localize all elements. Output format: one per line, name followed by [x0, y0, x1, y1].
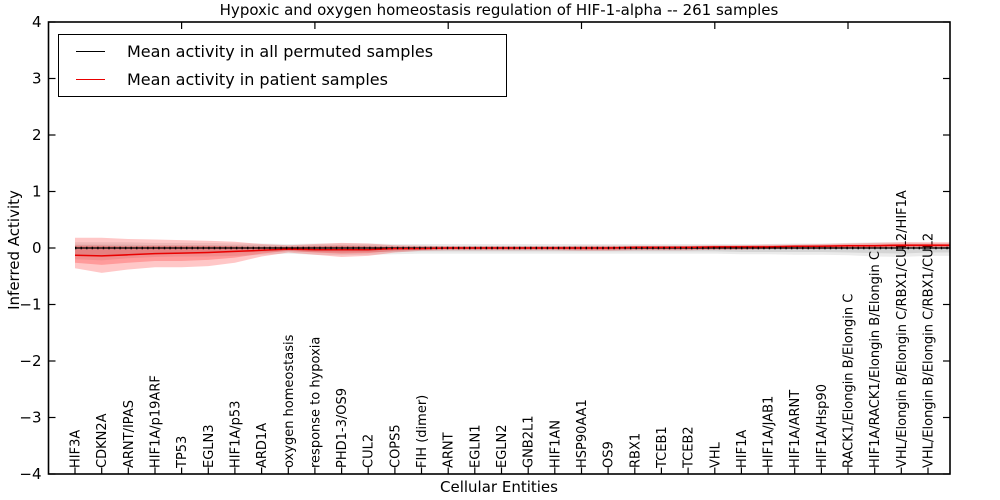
x-tick-label: TP53 [175, 436, 190, 469]
y-tick-label: −2 [19, 352, 41, 370]
x-tick-label: TCEB2 [682, 426, 697, 469]
x-tick-label: GNB2L1 [522, 415, 537, 468]
legend-label-permuted: Mean activity in all permuted samples [127, 42, 434, 62]
x-tick-label: OS9 [602, 441, 617, 468]
x-tick-label: CUL2 [362, 434, 377, 468]
x-tick-label: HIF1A/ARNT [788, 390, 803, 468]
x-tick-label: COPS5 [388, 424, 403, 468]
y-tick-label: 3 [32, 70, 42, 88]
legend-line-permuted-icon [76, 51, 105, 53]
x-tick-label: EGLN1 [468, 424, 483, 468]
y-tick-label: −3 [19, 409, 41, 427]
chart-title: Hypoxic and oxygen homeostasis regulatio… [219, 1, 779, 19]
legend-line-patient-icon [76, 78, 105, 80]
x-tick-label: RBX1 [628, 433, 643, 468]
y-tick-label: 1 [32, 183, 42, 201]
x-tick-label: oxygen homeostasis [282, 334, 297, 468]
x-tick-label: response to hypoxia [308, 337, 323, 468]
x-tick-label: HIF1A [735, 430, 750, 468]
x-tick-label: HIF1A/p19ARF [149, 375, 164, 468]
x-tick-label: HIF1AN [548, 420, 563, 468]
x-tick-label: TCEB1 [655, 426, 670, 469]
y-tick-label: 4 [32, 13, 42, 31]
x-tick-label: FIH (dimer) [415, 395, 430, 468]
y-tick-label: 0 [32, 239, 42, 257]
x-tick-label: HSP90AA1 [575, 399, 590, 468]
x-tick-label: EGLN3 [202, 424, 217, 468]
x-tick-label: HIF1A/RACK1/Elongin B/Elongin C [868, 251, 883, 468]
legend: Mean activity in all permuted samples Me… [58, 34, 507, 97]
x-tick-label: EGLN2 [495, 424, 510, 468]
x-axis-label: Cellular Entities [440, 478, 558, 496]
x-tick-label: CDKN2A [95, 413, 110, 468]
x-tick-label: PHD1-3/OS9 [335, 388, 350, 468]
x-tick-label: HIF1A/Hsp90 [815, 384, 830, 468]
x-tick-label: RACK1/Elongin B/Elongin C [842, 294, 857, 468]
y-tick-label: −1 [19, 296, 41, 314]
legend-label-patient: Mean activity in patient samples [127, 69, 388, 89]
legend-item-permuted: Mean activity in all permuted samples [59, 39, 506, 65]
x-tick-label: HIF1A/JAB1 [762, 396, 777, 468]
x-tick-label: VHL [708, 441, 723, 468]
x-tick-label: VHL/Elongin B/Elongin C/RBX1/CUL2/HIF1A [895, 190, 910, 468]
y-tick-label: −4 [19, 465, 41, 483]
x-tick-label: HIF1A/p53 [228, 401, 243, 468]
x-tick-label: ARNT/IPAS [122, 400, 137, 468]
y-axis-label: Inferred Activity [5, 190, 23, 310]
x-tick-label: ARNT [442, 432, 457, 468]
y-tick-label: 2 [32, 126, 42, 144]
x-tick-label: ARD1A [255, 423, 270, 468]
legend-item-patient: Mean activity in patient samples [59, 66, 506, 92]
x-tick-label: VHL/Elongin B/Elongin C/RBX1/CUL2 [922, 233, 937, 468]
x-tick-label: HIF3A [69, 430, 84, 468]
